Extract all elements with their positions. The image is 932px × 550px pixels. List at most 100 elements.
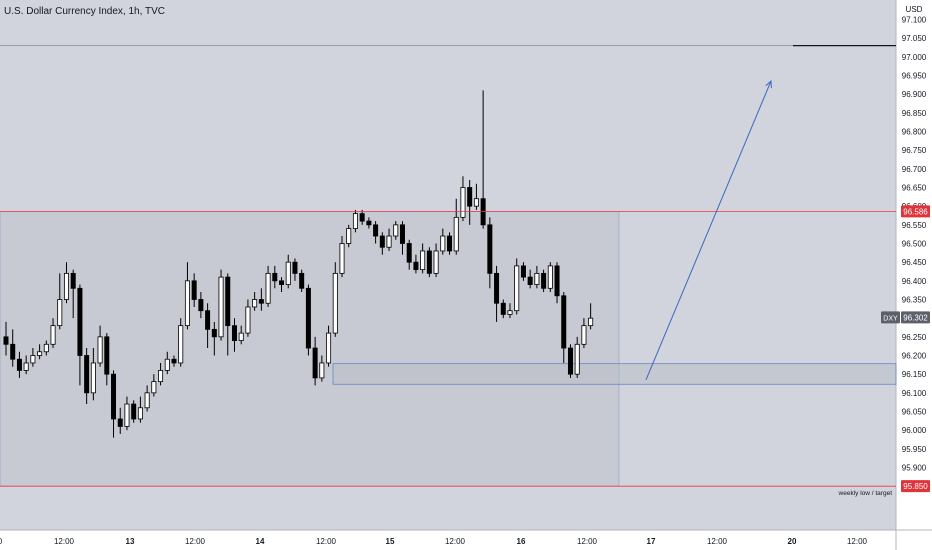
candle-bear <box>399 224 405 244</box>
candle-bull <box>460 187 466 218</box>
candle-bull <box>352 213 358 229</box>
candle-bull <box>164 358 170 371</box>
x-tick-label: 20 <box>788 537 797 546</box>
x-tick-label: 0 <box>0 537 3 546</box>
y-tick-label: 96.050 <box>902 408 927 417</box>
candle-bear <box>527 276 533 285</box>
candle-bull <box>137 407 143 420</box>
candle-bear <box>500 302 506 315</box>
x-tick-label: 17 <box>647 537 656 546</box>
candle-bear <box>117 418 123 427</box>
candle-bull <box>433 250 439 274</box>
candle-bear <box>373 224 379 237</box>
candle-bear <box>258 299 264 304</box>
x-tick-label: 12:00 <box>847 537 868 546</box>
symbol-tag-label: DXY <box>883 315 898 322</box>
candle-bear <box>305 287 311 349</box>
candle-bear <box>191 280 197 300</box>
candle-bear <box>447 235 453 252</box>
candle-bull <box>332 272 338 334</box>
candle-bear <box>299 272 305 289</box>
y-tick-label: 96.500 <box>902 240 927 249</box>
y-tick-label: 97.100 <box>902 16 927 25</box>
price-tag-label: 95.850 <box>903 482 928 491</box>
candle-bull <box>151 381 157 394</box>
candle-bull <box>507 310 513 315</box>
x-tick-label: 12:00 <box>185 537 206 546</box>
candle-bear <box>561 295 567 349</box>
candle-bear <box>312 347 318 379</box>
candle-bear <box>171 358 177 364</box>
candle-bull <box>30 355 36 364</box>
candle-bear <box>198 299 204 312</box>
candle-bear <box>279 280 285 285</box>
y-tick-label: 95.900 <box>902 464 927 473</box>
candle-bear <box>272 272 278 282</box>
y-tick-label: 96.650 <box>902 184 927 193</box>
candle-bear <box>406 243 412 263</box>
price-axis[interactable] <box>896 0 932 530</box>
candle-bear <box>366 220 372 226</box>
candle-bull <box>124 403 130 427</box>
y-tick-label: 96.450 <box>902 258 927 267</box>
price-tag-label: 96.302 <box>903 313 928 322</box>
y-tick-label: 96.800 <box>902 128 927 137</box>
candle-bull <box>265 272 271 304</box>
candle-bull <box>339 243 345 274</box>
x-tick-label: 12:00 <box>54 537 75 546</box>
y-tick-label: 96.150 <box>902 370 927 379</box>
y-tick-label: 97.050 <box>902 34 927 43</box>
y-tick-label: 97.000 <box>902 53 927 62</box>
candle-bull <box>588 317 594 327</box>
support-label: weekly low / target <box>838 490 893 497</box>
candle-bull <box>63 272 69 300</box>
candle-bear <box>225 276 231 327</box>
currency-label: USD <box>906 5 923 14</box>
y-tick-label: 96.950 <box>902 72 927 81</box>
candle-bull <box>23 362 29 371</box>
candle-bear <box>413 261 419 271</box>
y-tick-label: 96.400 <box>902 277 927 286</box>
y-tick-label: 96.200 <box>902 352 927 361</box>
candle-bear <box>231 325 237 341</box>
y-tick-label: 96.100 <box>902 389 927 398</box>
price-tag-box <box>901 480 930 493</box>
time-axis[interactable] <box>0 530 932 550</box>
candle-bear <box>467 187 473 207</box>
symbol-tag-box <box>881 311 900 324</box>
candle-bear <box>487 224 493 274</box>
x-tick-label: 12:00 <box>707 537 728 546</box>
x-tick-label: 12:00 <box>445 537 466 546</box>
candle-bull <box>57 299 63 327</box>
candle-bear <box>131 403 137 420</box>
candle-bear <box>16 358 22 371</box>
y-tick-label: 96.250 <box>902 333 927 342</box>
candle-bull <box>440 235 446 252</box>
candle-bull <box>285 261 291 285</box>
x-tick-label: 16 <box>517 537 526 546</box>
candle-bull <box>574 343 580 375</box>
candle-bull <box>547 265 553 289</box>
candle-bull <box>50 325 56 345</box>
y-tick-label: 96.550 <box>902 221 927 230</box>
candle-bull <box>184 280 190 327</box>
candle-bear <box>111 373 117 420</box>
candle-bull <box>178 325 184 364</box>
candle-bull <box>144 392 150 409</box>
candle-bear <box>494 272 500 304</box>
candle-bull <box>393 224 399 237</box>
candle-bull <box>534 272 540 285</box>
x-tick-label: 15 <box>386 537 395 546</box>
candle-bull <box>420 250 426 271</box>
candle-bear <box>211 328 217 338</box>
price-tag-label: 96.586 <box>903 207 928 216</box>
candle-bull <box>514 265 520 312</box>
candle-bear <box>567 347 573 375</box>
x-tick-label: 12:00 <box>316 537 337 546</box>
candle-bear <box>379 235 385 248</box>
candle-bull <box>473 198 479 207</box>
candle-bear <box>520 265 526 278</box>
candle-bear <box>77 287 83 356</box>
candle-bull <box>319 362 325 379</box>
